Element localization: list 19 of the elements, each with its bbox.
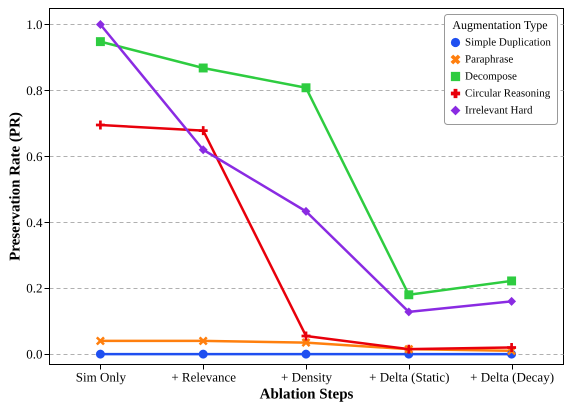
x-tick-label: + Delta (Decay) <box>470 370 554 384</box>
legend-label: Decompose <box>465 70 518 82</box>
y-tick-label: 0.8 <box>26 82 42 98</box>
y-tick-label: 0.6 <box>26 148 43 164</box>
y-tick-label: 0.4 <box>26 214 43 230</box>
x-tick-label: + Relevance <box>171 370 236 384</box>
x-tick-label: Sim Only <box>76 370 126 384</box>
legend-label: Circular Reasoning <box>465 88 551 100</box>
y-tick-label: 0.0 <box>26 346 42 362</box>
x-tick-label: + Density <box>280 370 333 384</box>
y-axis-title: Preservation Rate (PR) <box>7 112 24 261</box>
x-axis-title: Ablation Steps <box>260 386 354 402</box>
y-tick-label: 1.0 <box>26 16 42 32</box>
legend-label: Simple Duplication <box>465 36 552 48</box>
legend-label: Irrelevant Hard <box>465 104 533 116</box>
y-tick-label: 0.2 <box>26 280 42 296</box>
legend-title: Augmentation Type <box>452 18 548 32</box>
legend-label: Paraphrase <box>465 54 514 66</box>
x-tick-label: + Delta (Static) <box>369 370 450 384</box>
